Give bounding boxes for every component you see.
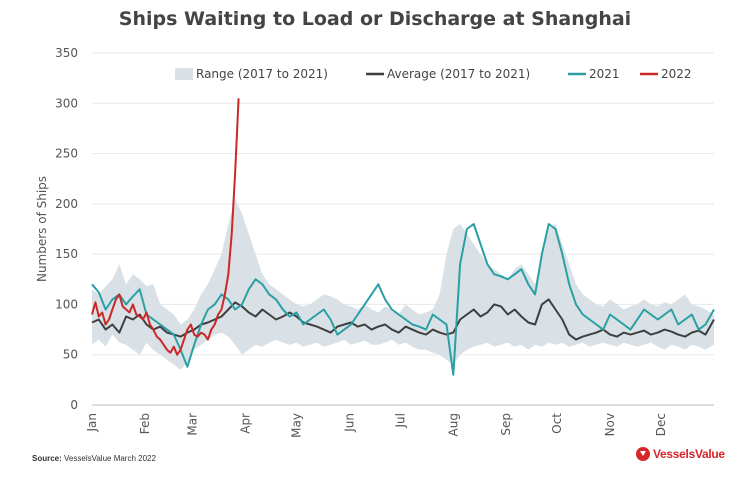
chart-title: Ships Waiting to Load or Discharge at Sh… <box>118 8 632 30</box>
y-tick-label: 250 <box>55 147 78 161</box>
legend-label: 2022 <box>661 67 692 81</box>
vesselsvalue-logo[interactable]: VesselsValue <box>636 447 725 461</box>
y-tick-label: 50 <box>63 348 78 362</box>
x-tick-label: Jun <box>342 413 356 433</box>
legend-label: Average (2017 to 2021) <box>387 67 530 81</box>
range-band <box>92 198 714 370</box>
logo-icon <box>636 447 650 461</box>
x-tick-label: Oct <box>550 413 564 434</box>
y-tick-label: 0 <box>70 398 78 412</box>
source-text: VesselsValue March 2022 <box>64 454 156 463</box>
x-tick-label: Aug <box>446 413 460 436</box>
x-tick-label: Nov <box>603 413 617 436</box>
x-tick-label: Jul <box>393 413 407 428</box>
legend-label: 2021 <box>589 67 620 81</box>
source-label: Source: <box>32 454 62 463</box>
series-line-2022 <box>91 98 240 356</box>
legend-label: Range (2017 to 2021) <box>196 67 328 81</box>
x-tick-label: Apr <box>238 413 252 434</box>
y-tick-label: 300 <box>55 96 78 110</box>
x-tick-label: Sep <box>499 413 513 436</box>
series-line-average-2017-to-2021 <box>91 298 715 341</box>
series-line-2021 <box>91 223 715 376</box>
x-tick-label: Feb <box>138 413 152 434</box>
x-tick-label: Mar <box>186 413 200 436</box>
source-note: Source: VesselsValue March 2022 <box>32 454 156 463</box>
x-tick-label: May <box>289 413 303 438</box>
legend-swatch <box>175 68 193 80</box>
x-tick-label: Jan <box>85 413 99 433</box>
y-tick-label: 100 <box>55 297 78 311</box>
logo-text: VesselsValue <box>653 447 725 461</box>
chart-frame <box>14 8 736 486</box>
y-tick-label: 150 <box>55 247 78 261</box>
y-tick-label: 200 <box>55 197 78 211</box>
y-tick-label: 350 <box>55 46 78 60</box>
y-axis-label: Numbers of Ships <box>35 176 49 282</box>
x-tick-label: Dec <box>654 413 668 436</box>
